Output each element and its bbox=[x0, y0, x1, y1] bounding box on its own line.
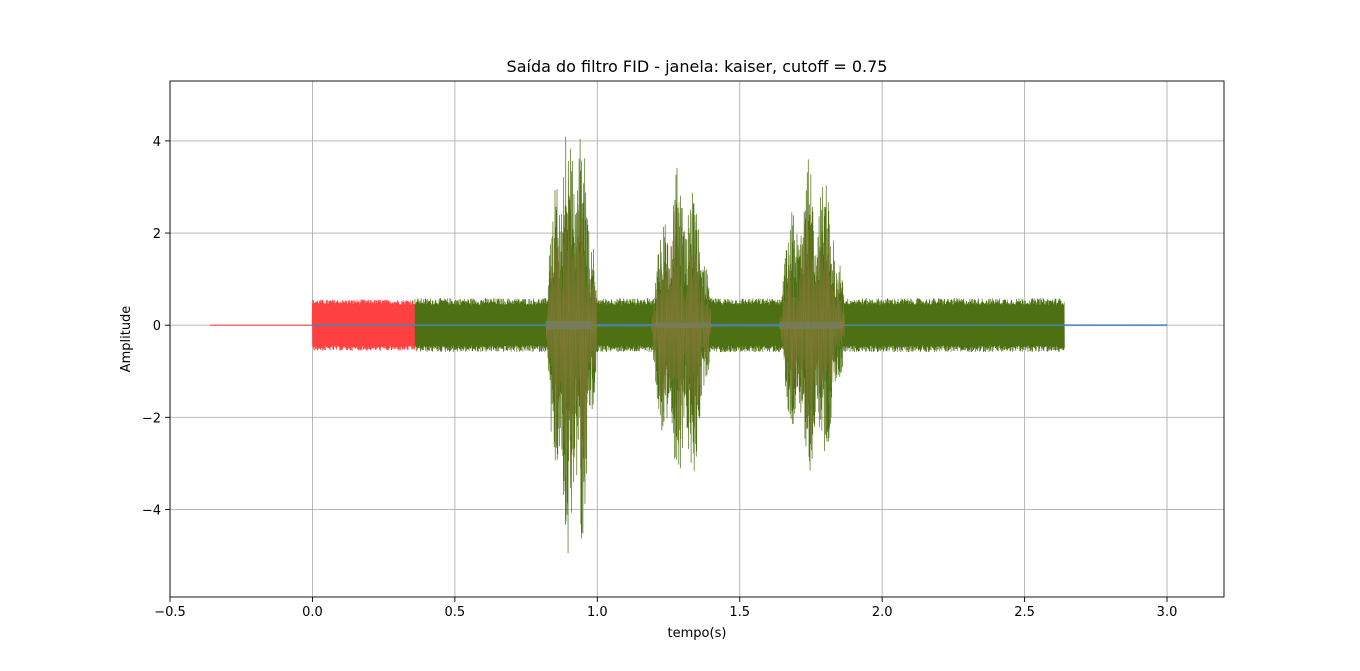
x-axis-label: tempo(s) bbox=[668, 626, 727, 641]
series-line-0 bbox=[209, 299, 416, 351]
x-tick-label: −0.5 bbox=[154, 605, 186, 620]
x-tick-label: 0.5 bbox=[445, 605, 466, 620]
plot-frame bbox=[169, 80, 1225, 598]
y-tick-label: −4 bbox=[142, 503, 161, 518]
burst-overlay-2 bbox=[779, 212, 846, 439]
tick-layer: −0.5 0.0 0.5 1.0 1.5 2.0 2.5 3.0 −4 −2 0 2 4 bbox=[142, 135, 1178, 620]
x-tick-label: 1.5 bbox=[729, 605, 750, 620]
data-layer bbox=[209, 136, 1168, 554]
x-tick-label: 0.0 bbox=[302, 605, 323, 620]
series-line-1 bbox=[311, 320, 1168, 330]
x-tick-label: 2.5 bbox=[1014, 605, 1035, 620]
x-tick-label: 2.0 bbox=[872, 605, 893, 620]
burst-overlay-0 bbox=[545, 179, 598, 477]
y-axis-label: Amplitude bbox=[119, 306, 134, 373]
x-tick-label: 1.0 bbox=[587, 605, 608, 620]
y-tick-label: 0 bbox=[153, 319, 161, 334]
x-tick-label: 3.0 bbox=[1157, 605, 1178, 620]
y-tick-label: 2 bbox=[153, 227, 161, 242]
y-tick-label: 4 bbox=[153, 135, 161, 150]
chart-title: Saída do filtro FID - janela: kaiser, cu… bbox=[507, 57, 888, 76]
y-tick-label: −2 bbox=[142, 411, 161, 426]
burst-overlay-1 bbox=[651, 202, 712, 444]
